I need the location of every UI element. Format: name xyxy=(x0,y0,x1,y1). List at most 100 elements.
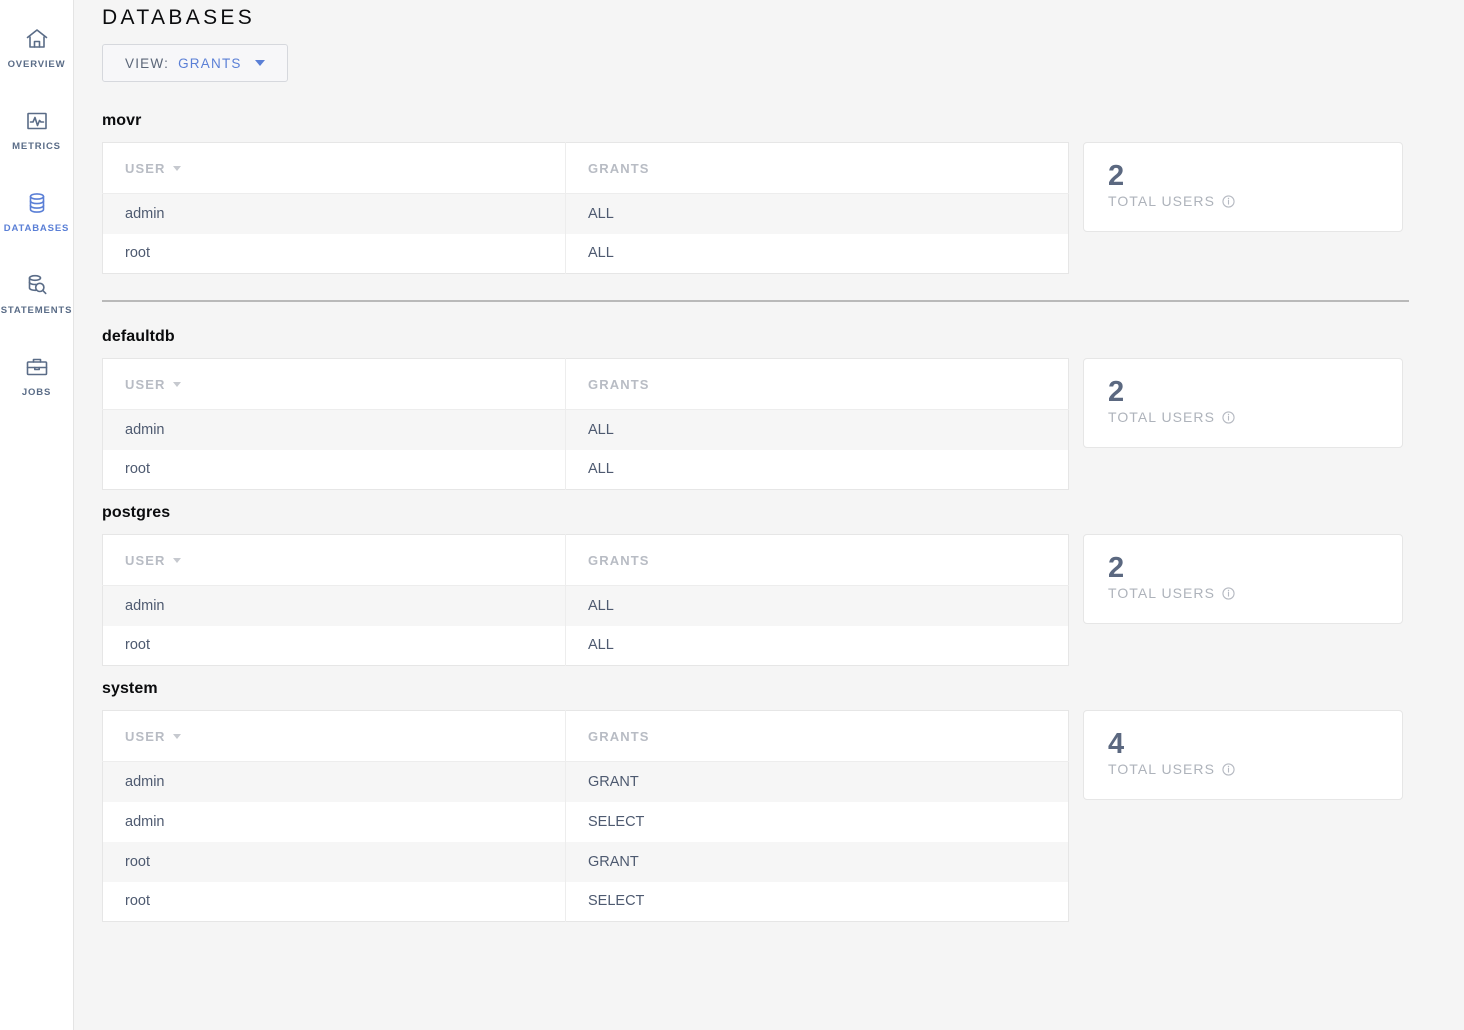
sidebar-item-metrics[interactable]: Metrics xyxy=(0,88,74,170)
column-header-grants[interactable]: GRANTS xyxy=(565,534,1069,586)
cell-user: admin xyxy=(102,801,566,842)
cell-user: admin xyxy=(102,193,566,234)
column-header-user[interactable]: USER xyxy=(102,710,566,762)
info-circle-icon[interactable] xyxy=(1222,587,1235,600)
sort-descending-icon xyxy=(172,381,181,387)
section-body: USER GRANTS admin ALL root ALL 2 TOTAL USERS xyxy=(102,142,1404,274)
cell-user: admin xyxy=(102,761,566,802)
sidebar-item-label: Databases xyxy=(3,222,70,234)
sidebar-item-label: Metrics xyxy=(12,140,61,152)
database-name: movr xyxy=(102,112,142,129)
column-header-grants-label: GRANTS xyxy=(588,160,650,176)
info-circle-icon[interactable] xyxy=(1222,411,1235,424)
cell-user: admin xyxy=(102,585,566,626)
column-header-grants[interactable]: GRANTS xyxy=(565,142,1069,194)
cell-user: root xyxy=(102,625,566,666)
table-row[interactable]: admin ALL xyxy=(102,409,1069,450)
cell-grants: SELECT xyxy=(565,881,1069,922)
view-selector-value: GRANTS xyxy=(178,55,242,71)
table-row[interactable]: admin ALL xyxy=(102,585,1069,626)
table-row[interactable]: admin ALL xyxy=(102,193,1069,234)
cell-grants: GRANT xyxy=(565,841,1069,882)
table-row[interactable]: root ALL xyxy=(102,233,1069,274)
cell-grants: ALL xyxy=(565,193,1069,234)
briefcase-icon xyxy=(23,353,51,381)
database-name: postgres xyxy=(102,504,171,521)
table-row[interactable]: root ALL xyxy=(102,625,1069,666)
cell-user: root xyxy=(102,881,566,922)
column-header-user-label: USER xyxy=(125,552,166,568)
total-users-value: 4 xyxy=(1108,728,1125,760)
sort-descending-icon xyxy=(172,165,181,171)
sidebar-item-label: Jobs xyxy=(21,386,52,398)
info-circle-icon[interactable] xyxy=(1222,195,1235,208)
sidebar-item-jobs[interactable]: Jobs xyxy=(0,334,74,416)
cell-user: root xyxy=(102,841,566,882)
total-users-label-row: TOTAL USERS xyxy=(1108,585,1378,601)
info-circle-icon[interactable] xyxy=(1222,763,1235,776)
total-users-label: TOTAL USERS xyxy=(1108,193,1215,210)
column-header-grants[interactable]: GRANTS xyxy=(565,710,1069,762)
table-row[interactable]: admin SELECT xyxy=(102,801,1069,842)
table-row[interactable]: root SELECT xyxy=(102,881,1069,922)
chevron-down-icon xyxy=(254,60,265,66)
database-icon xyxy=(23,189,51,217)
cell-grants: SELECT xyxy=(565,801,1069,842)
cell-grants: ALL xyxy=(565,449,1069,490)
total-users-label-row: TOTAL USERS xyxy=(1108,193,1378,209)
column-header-user[interactable]: USER xyxy=(102,534,566,586)
metrics-icon xyxy=(23,107,51,135)
sidebar-item-overview[interactable]: Overview xyxy=(0,6,74,88)
total-users-label: TOTAL USERS xyxy=(1108,585,1215,602)
column-header-user-label: USER xyxy=(125,376,166,392)
cell-grants: ALL xyxy=(565,409,1069,450)
column-header-grants-label: GRANTS xyxy=(588,728,650,744)
view-selector-dropdown[interactable]: VIEW: GRANTS xyxy=(102,44,288,82)
total-users-value: 2 xyxy=(1108,376,1125,408)
database-section: postgres USER GRANTS admin ALL root ALL 2 TOTAL … xyxy=(102,504,1404,666)
sidebar: Overview Metrics Databases Statements Jobs xyxy=(0,0,74,1030)
view-selector-label: VIEW: xyxy=(125,55,170,71)
grants-table: USER GRANTS admin ALL root ALL xyxy=(102,534,1069,666)
section-body: USER GRANTS admin ALL root ALL 2 TOTAL USERS xyxy=(102,534,1404,666)
section-body: USER GRANTS admin ALL root ALL 2 TOTAL USERS xyxy=(102,358,1404,490)
sidebar-item-databases[interactable]: Databases xyxy=(0,170,74,252)
database-section: system USER GRANTS admin GRANT admin SELECT roo… xyxy=(102,680,1404,922)
column-header-grants[interactable]: GRANTS xyxy=(565,358,1069,410)
column-header-user-label: USER xyxy=(125,160,166,176)
total-users-label-row: TOTAL USERS xyxy=(1108,761,1378,777)
column-header-user[interactable]: USER xyxy=(102,142,566,194)
sort-descending-icon xyxy=(172,557,181,563)
column-header-grants-label: GRANTS xyxy=(588,552,650,568)
grants-table: USER GRANTS admin ALL root ALL xyxy=(102,142,1069,274)
cell-user: root xyxy=(102,233,566,274)
total-users-card: 2 TOTAL USERS xyxy=(1083,534,1403,625)
database-section: movr USER GRANTS admin ALL root ALL 2 TOTAL USER… xyxy=(102,112,1404,274)
cell-grants: ALL xyxy=(565,625,1069,666)
main-content: DATABASES VIEW: GRANTS movr USER GRANTS adm… xyxy=(74,0,1464,1030)
database-name: system xyxy=(102,680,158,697)
table-row[interactable]: admin GRANT xyxy=(102,761,1069,802)
total-users-value: 2 xyxy=(1108,160,1125,192)
total-users-label: TOTAL USERS xyxy=(1108,761,1215,778)
sidebar-item-label: Statements xyxy=(0,304,73,316)
grants-table: USER GRANTS admin ALL root ALL xyxy=(102,358,1069,490)
column-header-user-label: USER xyxy=(125,728,166,744)
cell-user: admin xyxy=(102,409,566,450)
sort-descending-icon xyxy=(172,733,181,739)
cell-user: root xyxy=(102,449,566,490)
table-row[interactable]: root ALL xyxy=(102,449,1069,490)
section-body: USER GRANTS admin GRANT admin SELECT root GRANT… xyxy=(102,710,1404,922)
home-icon xyxy=(23,25,51,53)
sidebar-item-label: Overview xyxy=(7,58,66,70)
total-users-label-row: TOTAL USERS xyxy=(1108,409,1378,425)
table-row[interactable]: root GRANT xyxy=(102,841,1069,882)
sidebar-item-statements[interactable]: Statements xyxy=(0,252,74,334)
table-header-row: USER GRANTS xyxy=(102,358,1069,410)
column-header-user[interactable]: USER xyxy=(102,358,566,410)
table-header-row: USER GRANTS xyxy=(102,142,1069,194)
database-name: defaultdb xyxy=(102,328,175,345)
total-users-card: 2 TOTAL USERS xyxy=(1083,142,1403,233)
statements-icon xyxy=(23,271,51,299)
